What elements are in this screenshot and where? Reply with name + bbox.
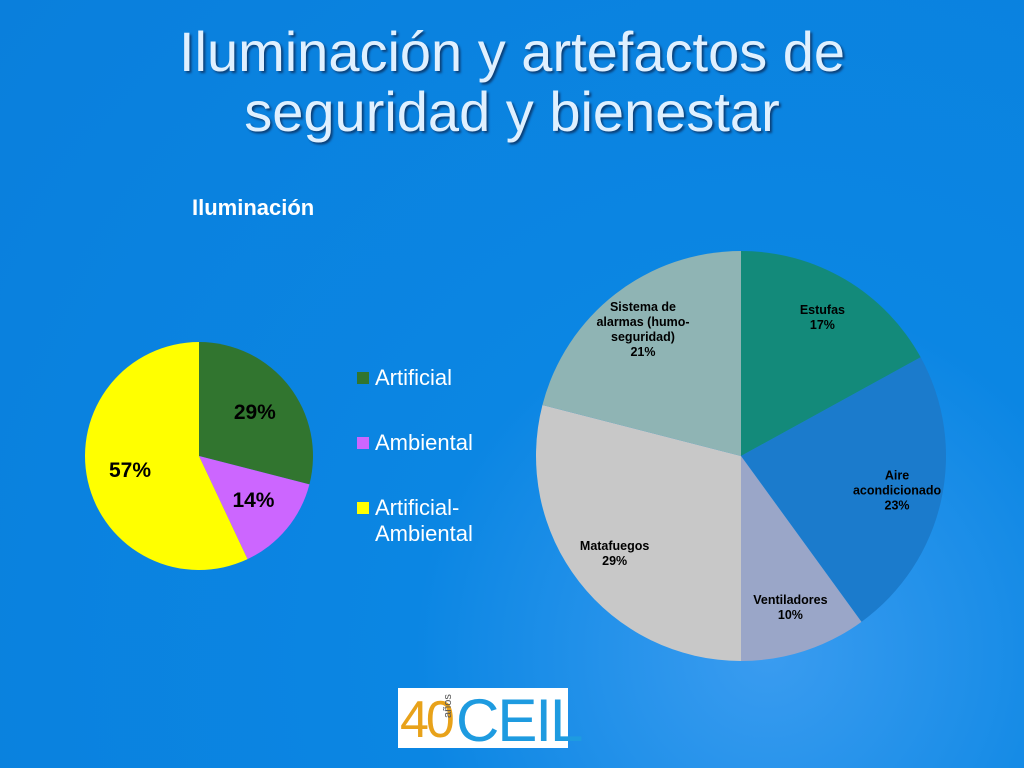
- slice-category: Matafuegos: [579, 539, 650, 553]
- slice-label: Sistema de alarmas (humo-seguridad) 21%: [593, 300, 693, 360]
- logo-word: años: [442, 694, 454, 718]
- legend-label: Artificial: [375, 365, 453, 390]
- slice-label: Matafuegos 29%: [565, 539, 665, 569]
- slice-category: Sistema de alarmas (humo-seguridad): [596, 299, 690, 344]
- slide-title: Iluminación y artefactos de seguridad y …: [178, 20, 846, 143]
- legend-item: Artificial: [357, 365, 507, 391]
- pie-slice: [741, 251, 921, 456]
- slice-value: 57%: [109, 459, 152, 483]
- legend-label: Artificial-Ambiental: [375, 495, 473, 546]
- slice-value: 29%: [602, 554, 628, 568]
- legend-swatch: [357, 502, 369, 514]
- slice-label: 57%: [109, 459, 151, 483]
- pie-slice: [85, 342, 248, 570]
- slice-label: Estufas 17%: [772, 303, 872, 333]
- chart-title: Iluminación: [192, 195, 315, 220]
- slice-value: 29%: [233, 400, 276, 424]
- slice-category: Ventiladores: [753, 593, 828, 608]
- logo-number: 40: [400, 691, 455, 749]
- legend-item: Artificial-Ambiental: [357, 495, 507, 547]
- pie-slice: [542, 251, 741, 456]
- slice-value: 23%: [884, 498, 910, 513]
- pie-slice: [199, 456, 310, 560]
- pie-slice: [536, 405, 741, 661]
- legend-swatch: [357, 372, 369, 384]
- pie-slice: [741, 456, 862, 661]
- slice-value: 17%: [809, 318, 835, 333]
- legend-swatch: [357, 437, 369, 449]
- slice-category: Estufas: [799, 303, 845, 318]
- legend-item: Ambiental: [357, 430, 507, 456]
- logo-name: CEIL: [456, 687, 583, 754]
- slice-label: 29%: [234, 401, 276, 425]
- slice-value: 21%: [630, 344, 656, 359]
- slice-value: 10%: [777, 608, 803, 623]
- logo: 40 años CEIL: [398, 687, 583, 754]
- slice-label: Ventiladores 10%: [740, 593, 840, 623]
- slice-label: Aire acondicionado 23%: [847, 468, 947, 513]
- slice-value: 14%: [232, 489, 275, 513]
- pie-slice: [741, 357, 946, 622]
- pie-slice: [199, 342, 313, 485]
- slice-label: 14%: [232, 489, 274, 513]
- legend-label: Ambiental: [375, 430, 473, 455]
- slice-category: Aire acondicionado: [852, 468, 942, 498]
